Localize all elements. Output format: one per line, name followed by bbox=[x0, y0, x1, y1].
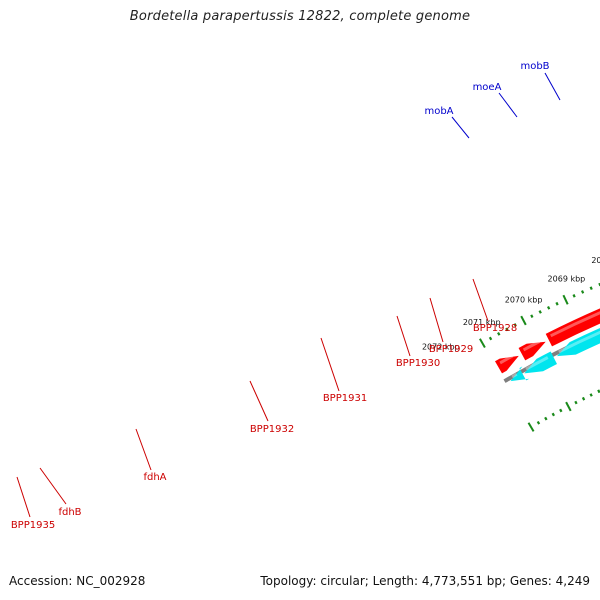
outer-tick-minor bbox=[488, 336, 493, 341]
outer-tick-major bbox=[562, 294, 569, 305]
gene-fdhb-arrow-shine bbox=[522, 340, 541, 352]
gene-bpp1935-arrow-body bbox=[495, 355, 519, 374]
gene-label-bpp1930[interactable]: BPP1930 bbox=[396, 358, 440, 369]
inner-tick-minor bbox=[559, 408, 563, 413]
scale-label: 2069 kbp bbox=[548, 275, 586, 284]
gene-inner-fdha bbox=[556, 328, 600, 357]
leader-bpp1929 bbox=[429, 297, 444, 343]
gene-fdha-arrow-shine bbox=[550, 311, 600, 338]
gene-inner-fdha-body bbox=[556, 328, 600, 357]
outer-tick-minor bbox=[555, 301, 559, 306]
gene-fdhb-arrow bbox=[518, 340, 546, 361]
leader-mobb bbox=[544, 72, 561, 101]
outer-tick-ring bbox=[479, 282, 600, 348]
inner-tick-minor bbox=[551, 412, 555, 417]
gene-label-bpp1929[interactable]: BPP1929 bbox=[429, 344, 473, 355]
gene-inner-fdha-shine bbox=[558, 330, 600, 354]
gene-fdha-arrow bbox=[545, 308, 600, 347]
inner-tick-major bbox=[565, 401, 572, 412]
gene-label-bpp1935[interactable]: BPP1935 bbox=[11, 520, 55, 531]
outer-tick-minor bbox=[513, 323, 517, 327]
outer-tick-minor bbox=[547, 306, 551, 310]
gene-label-bpp1932[interactable]: BPP1932 bbox=[250, 424, 294, 435]
outer-tick-minor bbox=[580, 290, 585, 294]
outer-tick-major bbox=[479, 338, 486, 348]
gene-label-bpp1931[interactable]: BPP1931 bbox=[323, 393, 367, 404]
inner-tick-major bbox=[527, 422, 535, 432]
leader-fdha bbox=[135, 428, 152, 471]
gene-inner-fdhb-shine bbox=[525, 356, 549, 371]
inner-tick-minor bbox=[574, 400, 578, 405]
outer-tick-minor bbox=[589, 286, 593, 291]
scale-labels: 2062 kbp2063 kbp2064 kbp2065 kbp2066 kbp… bbox=[422, 256, 600, 352]
map-title: Bordetella parapertussis 12822, complete… bbox=[129, 9, 471, 24]
scale-label: 2071 kbp bbox=[463, 318, 501, 327]
gene-inner-fdhb bbox=[524, 351, 558, 374]
gene-bpp1935-arrow bbox=[495, 354, 519, 374]
scale-label: 2070 kbp bbox=[505, 296, 543, 305]
gene-inner-1-shine bbox=[511, 372, 518, 379]
gene-inner-1 bbox=[510, 366, 530, 382]
leader-bpp1931 bbox=[320, 337, 340, 392]
gene-label-mobb[interactable]: mobB bbox=[520, 61, 549, 72]
gene-label-moba[interactable]: mobA bbox=[424, 106, 453, 117]
gene-label-moea[interactable]: moeA bbox=[473, 82, 502, 93]
outer-tick-major bbox=[520, 315, 527, 326]
gene-inner-fdhb-body bbox=[524, 351, 558, 374]
scale-label: 2072 kbp bbox=[422, 343, 460, 352]
outer-tick-minor bbox=[538, 310, 542, 314]
inner-tick-ring bbox=[527, 389, 600, 432]
outer-tick-minor bbox=[572, 294, 576, 298]
leader-bpp1930 bbox=[396, 315, 411, 357]
leader-bpp1932 bbox=[249, 380, 269, 422]
gene-label-fdhb[interactable]: fdhB bbox=[58, 507, 81, 518]
inner-tick-minor bbox=[536, 420, 541, 425]
gene-fdha-arrow-body bbox=[545, 308, 600, 347]
gene-label-bpp1928[interactable]: BPP1928 bbox=[473, 323, 517, 334]
inner-tick-minor bbox=[581, 396, 586, 401]
leader-fdhb bbox=[39, 467, 67, 505]
outer-tick-minor bbox=[530, 314, 534, 318]
gene-fdhb-arrow-body bbox=[518, 341, 546, 361]
outer-tick-minor bbox=[505, 327, 509, 332]
accession-label: Accession: NC_002928 bbox=[9, 574, 146, 588]
leader-moba bbox=[451, 116, 470, 139]
leader-moea bbox=[498, 92, 518, 118]
outer-tick-minor bbox=[497, 332, 501, 336]
gene-label-fdha[interactable]: fdhA bbox=[143, 472, 166, 483]
scale-label: 2068 kbp bbox=[591, 256, 600, 265]
inner-tick-minor bbox=[597, 389, 600, 394]
inner-tick-minor bbox=[589, 393, 593, 397]
genome-stats: Topology: circular; Length: 4,773,551 bp… bbox=[260, 574, 590, 588]
gene-inner-1-body bbox=[510, 366, 530, 382]
inner-tick-minor bbox=[544, 416, 548, 421]
gene-bpp1935-arrow-shine bbox=[499, 354, 514, 365]
gene-features bbox=[495, 308, 600, 382]
leader-bpp1928 bbox=[472, 278, 489, 322]
leader-bpp1935 bbox=[16, 476, 31, 518]
